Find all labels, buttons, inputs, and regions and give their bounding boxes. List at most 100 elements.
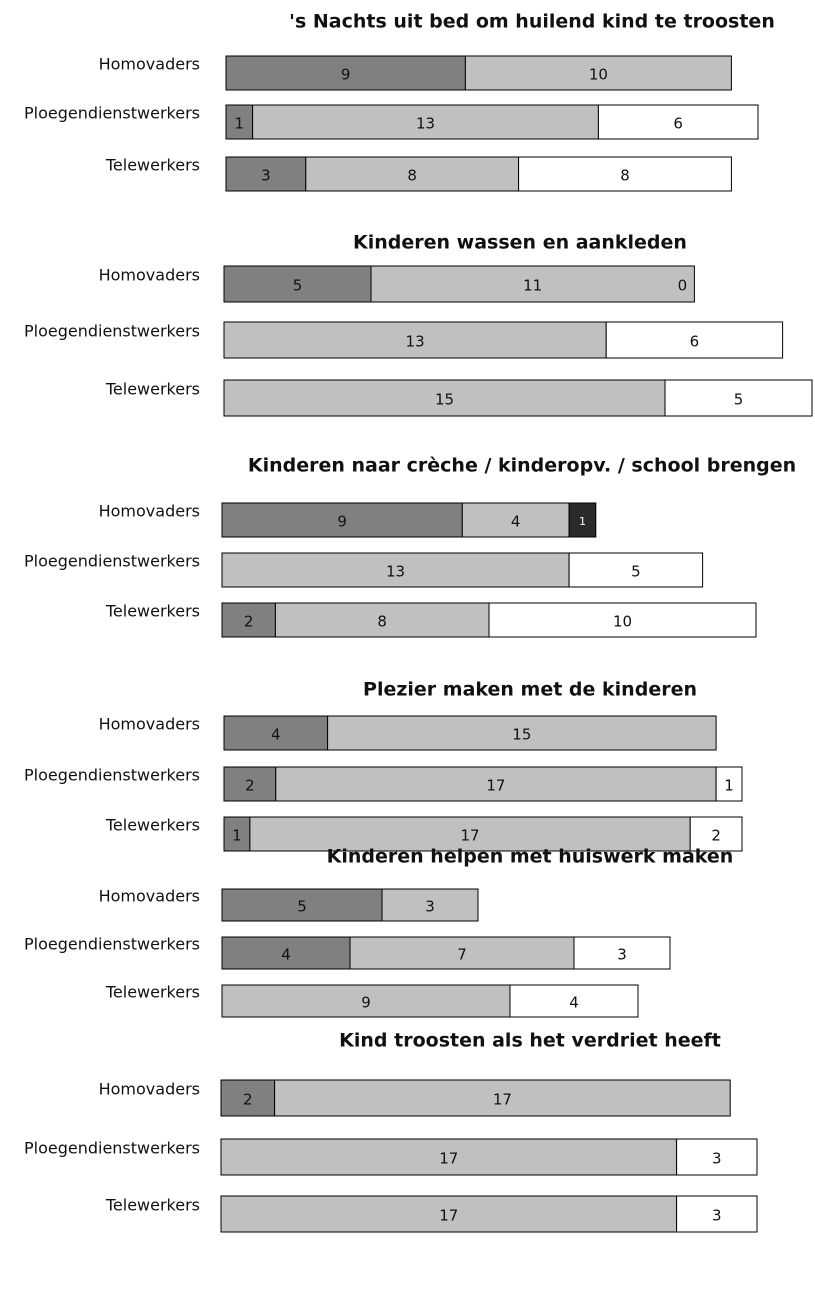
- value-label: 9: [341, 66, 351, 84]
- value-label: 2: [244, 613, 254, 631]
- panel-title: 's Nachts uit bed om huilend kind te tro…: [289, 11, 775, 33]
- category-label: Telewerkers: [105, 156, 200, 175]
- value-label: 9: [361, 994, 371, 1012]
- bar-segment: [568, 502, 597, 538]
- value-label: 3: [425, 898, 435, 916]
- category-label: Homovaders: [99, 266, 200, 285]
- value-label: 5: [297, 898, 307, 916]
- bar-segment: [305, 156, 520, 192]
- bar-segment: [223, 321, 607, 359]
- bar-segment: [274, 1079, 731, 1117]
- bar-segment: [274, 602, 490, 638]
- category-label: Ploegendienstwerkers: [24, 766, 200, 785]
- bar-segment: [664, 379, 813, 417]
- panel-title: Kinderen wassen en aankleden: [353, 232, 687, 254]
- value-label: 10: [613, 613, 632, 631]
- category-label: Telewerkers: [105, 1196, 200, 1215]
- bar-segment: [223, 766, 277, 802]
- value-label: 6: [673, 115, 683, 133]
- value-label: 17: [493, 1091, 512, 1109]
- value-label: 3: [617, 946, 627, 964]
- value-label: 7: [457, 946, 467, 964]
- category-label: Telewerkers: [105, 380, 200, 399]
- bar-segment: [689, 816, 743, 852]
- value-label: 13: [416, 115, 435, 133]
- bar-segment: [568, 552, 704, 588]
- bar-segment: [518, 156, 732, 192]
- bar-segment: [461, 502, 570, 538]
- bar-segment: [223, 265, 372, 303]
- value-label: 2: [245, 777, 255, 795]
- value-label: 1: [579, 515, 586, 528]
- category-label: Homovaders: [99, 55, 200, 74]
- bar-segment: [275, 766, 717, 802]
- bar-segment: [381, 888, 479, 922]
- bar-segment: [221, 888, 383, 922]
- category-label: Homovaders: [99, 502, 200, 521]
- category-label: Homovaders: [99, 887, 200, 906]
- bar-segment: [464, 55, 732, 91]
- bar-segment: [370, 265, 695, 303]
- value-label: 4: [281, 946, 291, 964]
- bar-segment: [221, 602, 276, 638]
- panel-title: Kinderen naar crèche / kinderopv. / scho…: [248, 455, 796, 477]
- value-label: 3: [712, 1150, 722, 1168]
- panel-title: Plezier maken met de kinderen: [363, 679, 697, 701]
- bar-segment: [225, 104, 254, 140]
- category-label: Ploegendienstwerkers: [24, 1139, 200, 1158]
- value-label: 13: [406, 333, 425, 351]
- bar-segment: [488, 602, 757, 638]
- value-label: 4: [511, 513, 521, 531]
- bar-segment: [605, 321, 784, 359]
- value-label: 6: [690, 333, 700, 351]
- bar-segment: [597, 104, 759, 140]
- value-label: 13: [386, 563, 405, 581]
- bar-segment: [221, 936, 351, 970]
- value-label: 4: [271, 726, 281, 744]
- value-label: 4: [569, 994, 579, 1012]
- bar-segment: [252, 104, 599, 140]
- value-label: 17: [486, 777, 505, 795]
- value-label: 15: [512, 726, 531, 744]
- value-label: 3: [261, 167, 271, 185]
- bar-segment: [225, 55, 466, 91]
- bar-segment: [327, 715, 717, 751]
- value-label: 5: [631, 563, 641, 581]
- category-label: Ploegendienstwerkers: [24, 935, 200, 954]
- value-label: 8: [407, 167, 417, 185]
- bar-segment: [676, 1195, 758, 1233]
- value-label: 17: [461, 827, 480, 845]
- value-label: 10: [589, 66, 608, 84]
- category-label: Telewerkers: [105, 983, 200, 1002]
- category-label: Ploegendienstwerkers: [24, 552, 200, 571]
- value-label: 3: [712, 1207, 722, 1225]
- bar-segment: [220, 1195, 678, 1233]
- category-label: Ploegendienstwerkers: [24, 322, 200, 341]
- value-label: 0: [678, 277, 688, 295]
- panel-title: Kinderen helpen met huiswerk maken: [327, 846, 734, 868]
- bar-segment: [249, 816, 691, 852]
- bar-segment: [221, 552, 570, 588]
- value-label: 1: [724, 777, 734, 795]
- bar-segment: [715, 766, 743, 802]
- value-label: 2: [711, 827, 721, 845]
- category-label: Homovaders: [99, 1080, 200, 1099]
- panel-title: Kind troosten als het verdriet heeft: [339, 1030, 721, 1052]
- value-label: 17: [439, 1207, 458, 1225]
- value-label: 1: [235, 115, 245, 133]
- category-label: Telewerkers: [105, 602, 200, 621]
- value-label: 9: [337, 513, 347, 531]
- bar-segment: [676, 1138, 758, 1176]
- value-label: 8: [620, 167, 630, 185]
- category-label: Telewerkers: [105, 816, 200, 835]
- value-label: 17: [439, 1150, 458, 1168]
- value-label: 11: [523, 277, 542, 295]
- value-label: 5: [293, 277, 303, 295]
- value-label: 15: [435, 391, 454, 409]
- category-label: Homovaders: [99, 715, 200, 734]
- value-label: 5: [734, 391, 744, 409]
- bar-segment: [573, 936, 671, 970]
- bar-segment: [509, 984, 639, 1018]
- value-label: 1: [232, 827, 242, 845]
